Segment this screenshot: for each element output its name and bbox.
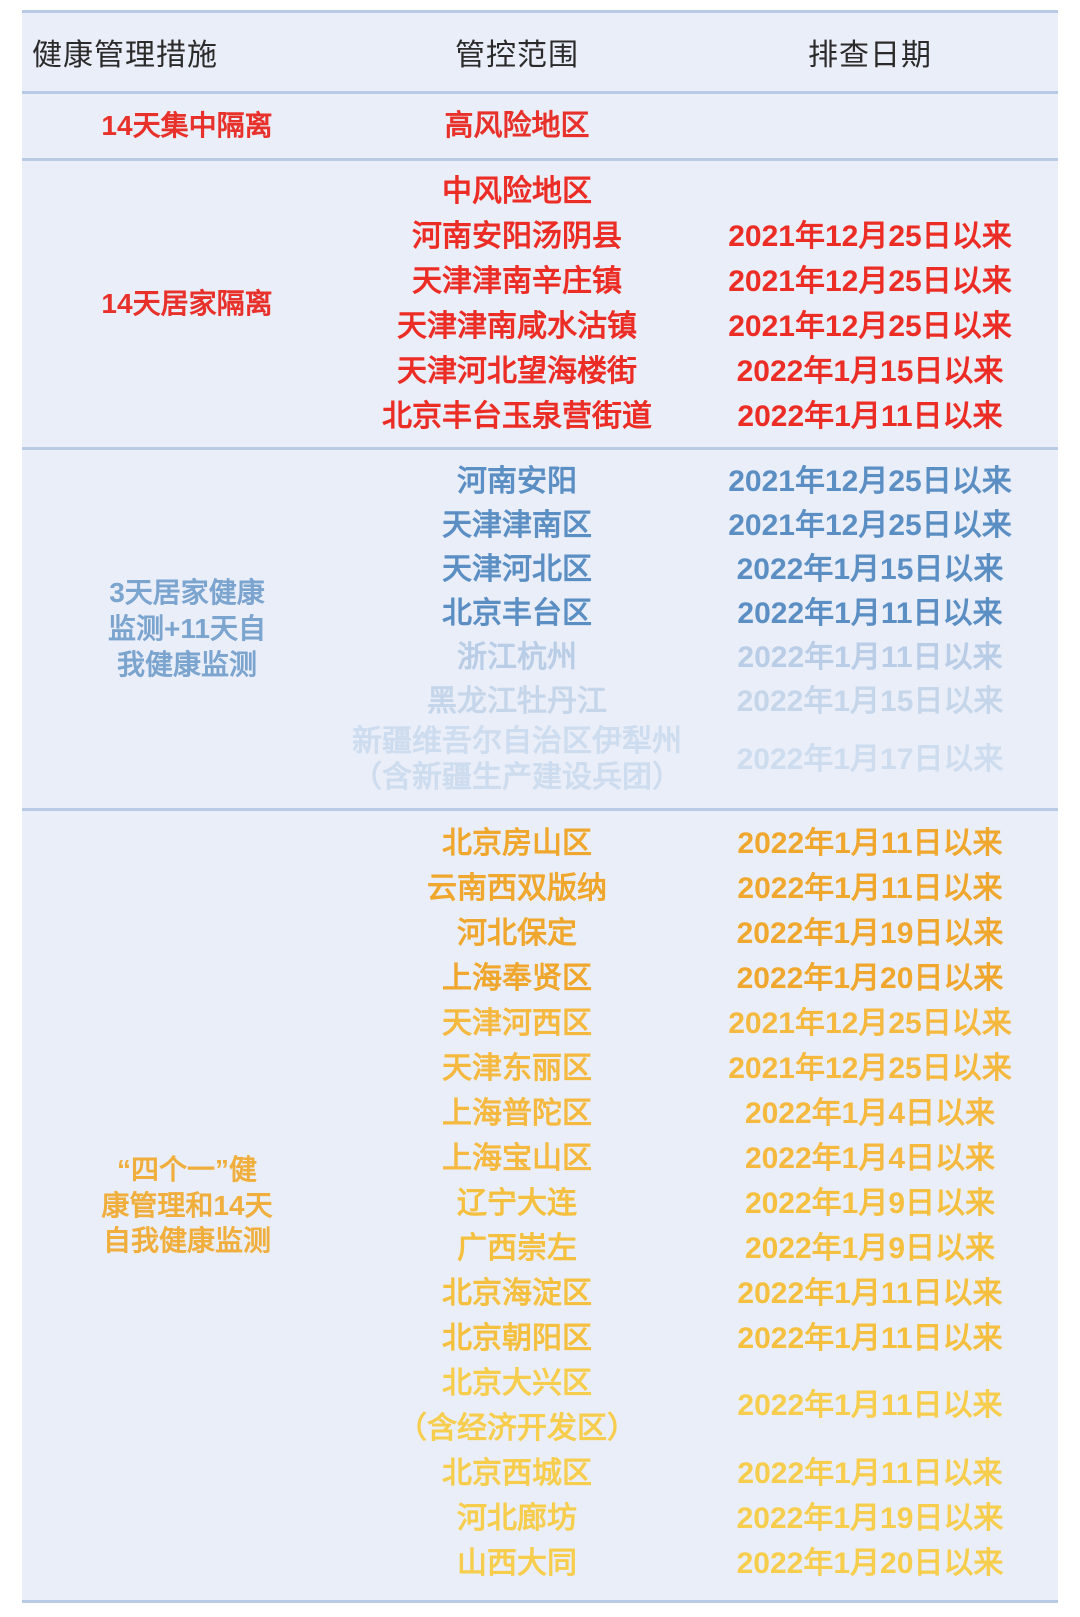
date-item: 2022年1月20日以来: [736, 962, 1004, 995]
date-item: 2022年1月11日以来: [737, 872, 1003, 905]
measure-label-line: “四个一”健: [116, 1153, 257, 1185]
scope-item: 浙江杭州: [457, 641, 577, 674]
measure-label-line: 3天居家健康: [109, 577, 265, 609]
date-item: 2021年12月25日以来: [728, 509, 1012, 542]
date-item: 2022年1月17日以来: [736, 743, 1004, 776]
scope-item: 河南安阳汤阴县: [412, 220, 622, 253]
date-item: 2022年1月4日以来: [744, 1097, 996, 1130]
date-item: 2022年1月9日以来: [744, 1232, 996, 1265]
scope-item: 辽宁大连: [457, 1187, 577, 1220]
scope-list-centralized: 高风险地区: [352, 93, 682, 160]
date-item: 2021年12月25日以来: [728, 310, 1012, 343]
scope-item: 黑龙江牡丹江: [427, 685, 607, 718]
measure-label-centralized-quarantine: 14天集中隔离: [101, 110, 273, 142]
scope-item: 天津津南区: [442, 509, 592, 542]
date-item: 2022年1月11日以来: [737, 641, 1003, 674]
scope-item-line: （含新疆生产建设兵团）: [352, 761, 682, 794]
scope-item: 北京西城区: [442, 1457, 592, 1490]
date-item: 2022年1月15日以来: [736, 355, 1004, 388]
date-item: 2021年12月25日以来: [728, 465, 1012, 498]
section-four-ones-management: “四个一”健 康管理和14天 自我健康监测 北京房山区 云南西双版纳 河北保定 …: [22, 811, 1058, 1600]
date-item: 2022年1月11日以来: [737, 597, 1003, 630]
measure-label-four-ones: “四个一”健 康管理和14天 自我健康监测: [22, 1152, 352, 1259]
measure-label-home-quarantine: 14天居家隔离: [101, 288, 273, 320]
scope-item: 天津河北区: [442, 553, 592, 586]
measure-label-line: 监测+11天自: [108, 613, 266, 645]
date-item: 2022年1月11日以来: [737, 1277, 1003, 1310]
scope-item: 河南安阳: [457, 465, 577, 498]
scope-item: 高风险地区: [444, 109, 590, 142]
scope-item: 北京海淀区: [442, 1277, 592, 1310]
health-management-table: 健康管理措施 管控范围 排查日期 14天集中隔离 高风险地区 14天居家隔离 中…: [22, 10, 1058, 1603]
date-list-monitoring: 2021年12月25日以来 2021年12月25日以来 2022年1月15日以来…: [682, 450, 1058, 808]
scope-item: 广西崇左: [457, 1232, 577, 1265]
scope-item: 山西大同: [457, 1547, 577, 1580]
scope-item-line: 北京大兴区: [442, 1367, 592, 1400]
scope-item-line: 新疆维吾尔自治区伊犁州: [352, 725, 682, 758]
date-item: 2022年1月11日以来: [737, 827, 1003, 860]
scope-item: 天津河西区: [442, 1007, 592, 1040]
scope-list-home-quarantine: 中风险地区 河南安阳汤阴县 天津津南辛庄镇 天津津南咸水沽镇 天津河北望海楼街 …: [352, 161, 682, 447]
column-header-measure: 健康管理措施: [32, 39, 218, 72]
date-item: 2022年1月4日以来: [744, 1142, 996, 1175]
scope-item: 云南西双版纳: [427, 872, 607, 905]
date-list-home-quarantine: 2021年12月25日以来 2021年12月25日以来 2021年12月25日以…: [682, 161, 1058, 447]
section-centralized-quarantine: 14天集中隔离 高风险地区: [22, 94, 1058, 161]
date-item: 2022年1月19日以来: [736, 917, 1004, 950]
date-item: [682, 93, 1058, 160]
scope-item: 河北廊坊: [457, 1502, 577, 1535]
date-item: 2022年1月11日以来: [737, 1322, 1003, 1355]
scope-item: 北京丰台玉泉营街道: [382, 400, 652, 433]
section-health-monitoring-3day: 3天居家健康 监测+11天自 我健康监测 河南安阳 天津津南区 天津河北区 北京…: [22, 450, 1058, 811]
date-list-four-ones: 2022年1月11日以来 2022年1月11日以来 2022年1月19日以来 2…: [682, 811, 1058, 1600]
scope-item: 北京房山区: [442, 827, 592, 860]
measure-label-line: 自我健康监测: [102, 1225, 271, 1257]
column-header-date: 排查日期: [808, 39, 932, 72]
scope-list-monitoring: 河南安阳 天津津南区 天津河北区 北京丰台区 浙江杭州 黑龙江牡丹江 新疆维吾尔…: [352, 450, 682, 808]
date-item: 2021年12月25日以来: [728, 1007, 1012, 1040]
measure-label-line: 我健康监测: [116, 648, 257, 680]
scope-item: 上海奉贤区: [442, 962, 592, 995]
measure-label-health-monitoring-3day: 3天居家健康 监测+11天自 我健康监测: [22, 575, 352, 682]
scope-item: 上海宝山区: [442, 1142, 592, 1175]
table-header-row: 健康管理措施 管控范围 排查日期: [22, 13, 1058, 94]
date-item: 2021年12月25日以来: [728, 1052, 1012, 1085]
date-item: 2022年1月11日以来: [737, 400, 1003, 433]
scope-item: 天津津南辛庄镇: [412, 265, 622, 298]
scope-item: 北京丰台区: [442, 597, 592, 630]
date-item: 2022年1月20日以来: [736, 1547, 1004, 1580]
section-home-quarantine: 14天居家隔离 中风险地区 河南安阳汤阴县 天津津南辛庄镇 天津津南咸水沽镇 天…: [22, 161, 1058, 450]
date-item: 2022年1月19日以来: [736, 1502, 1004, 1535]
scope-item: 天津河北望海楼街: [397, 355, 637, 388]
date-item: 2022年1月11日以来: [737, 1389, 1003, 1422]
date-item: 2022年1月9日以来: [744, 1187, 996, 1220]
column-header-scope: 管控范围: [455, 39, 579, 72]
scope-item-line: （含经济开发区）: [397, 1412, 637, 1445]
date-item: 2022年1月11日以来: [737, 1457, 1003, 1490]
scope-item: 上海普陀区: [442, 1097, 592, 1130]
scope-item: 中风险地区: [442, 175, 592, 208]
scope-item: 北京大兴区 （含经济开发区）: [352, 1361, 682, 1451]
scope-item: 天津东丽区: [442, 1052, 592, 1085]
scope-item: 北京朝阳区: [442, 1322, 592, 1355]
scope-item: 天津津南咸水沽镇: [397, 310, 637, 343]
date-item: 2022年1月15日以来: [736, 685, 1004, 718]
scope-item: 新疆维吾尔自治区伊犁州 （含新疆生产建设兵团）: [352, 724, 682, 796]
date-item: 2021年12月25日以来: [728, 265, 1012, 298]
date-list-centralized: [682, 93, 1058, 160]
scope-item: 河北保定: [457, 917, 577, 950]
measure-label-line: 康管理和14天: [101, 1189, 273, 1221]
scope-list-four-ones: 北京房山区 云南西双版纳 河北保定 上海奉贤区 天津河西区 天津东丽区 上海普陀…: [352, 811, 682, 1600]
date-item: 2021年12月25日以来: [728, 220, 1012, 253]
date-item: 2022年1月15日以来: [736, 553, 1004, 586]
